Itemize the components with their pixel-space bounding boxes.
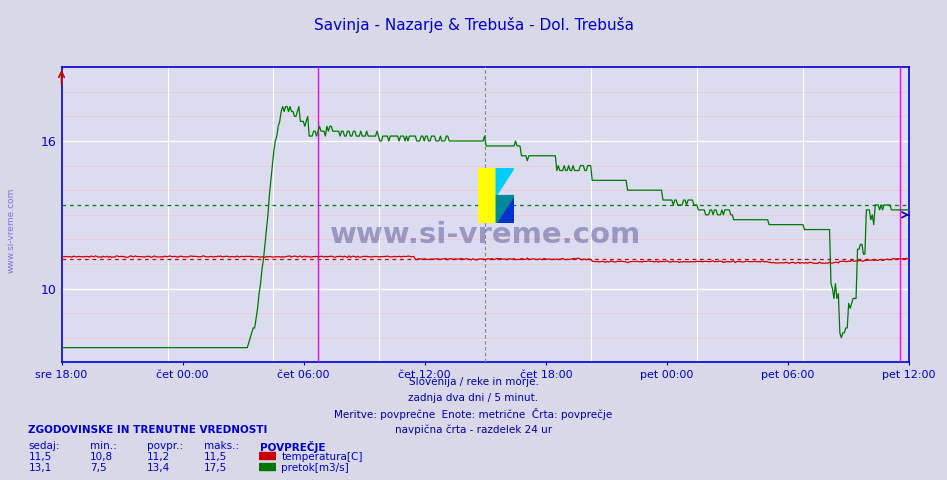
Text: 7,5: 7,5 bbox=[90, 463, 107, 473]
Polygon shape bbox=[496, 196, 514, 223]
Text: 13,4: 13,4 bbox=[147, 463, 170, 473]
Text: Meritve: povprečne  Enote: metrične  Črta: povprečje: Meritve: povprečne Enote: metrične Črta:… bbox=[334, 408, 613, 420]
Text: www.si-vreme.com: www.si-vreme.com bbox=[7, 188, 16, 273]
Text: maks.:: maks.: bbox=[204, 441, 239, 451]
Text: 13,1: 13,1 bbox=[28, 463, 52, 473]
Text: 11,5: 11,5 bbox=[204, 452, 227, 462]
Text: Slovenija / reke in morje.: Slovenija / reke in morje. bbox=[408, 377, 539, 387]
Bar bbox=[478, 168, 496, 223]
Text: 11,2: 11,2 bbox=[147, 452, 170, 462]
Text: temperatura[C]: temperatura[C] bbox=[281, 452, 363, 462]
Bar bbox=[259, 452, 275, 459]
Text: povpr.:: povpr.: bbox=[147, 441, 183, 451]
Text: 11,5: 11,5 bbox=[28, 452, 52, 462]
Text: pretok[m3/s]: pretok[m3/s] bbox=[281, 463, 349, 473]
Text: www.si-vreme.com: www.si-vreme.com bbox=[330, 221, 641, 250]
Text: min.:: min.: bbox=[90, 441, 116, 451]
Text: POVPREČJE: POVPREČJE bbox=[260, 441, 326, 453]
Text: ZGODOVINSKE IN TRENUTNE VREDNOSTI: ZGODOVINSKE IN TRENUTNE VREDNOSTI bbox=[28, 425, 268, 435]
Text: 17,5: 17,5 bbox=[204, 463, 227, 473]
Text: 10,8: 10,8 bbox=[90, 452, 113, 462]
Polygon shape bbox=[496, 196, 514, 223]
Polygon shape bbox=[496, 168, 514, 196]
Bar bbox=[259, 463, 275, 470]
Text: sedaj:: sedaj: bbox=[28, 441, 60, 451]
Text: zadnja dva dni / 5 minut.: zadnja dva dni / 5 minut. bbox=[408, 393, 539, 403]
Text: navpična črta - razdelek 24 ur: navpična črta - razdelek 24 ur bbox=[395, 424, 552, 435]
Text: Savinja - Nazarje & Trebuša - Dol. Trebuša: Savinja - Nazarje & Trebuša - Dol. Trebu… bbox=[313, 17, 634, 33]
